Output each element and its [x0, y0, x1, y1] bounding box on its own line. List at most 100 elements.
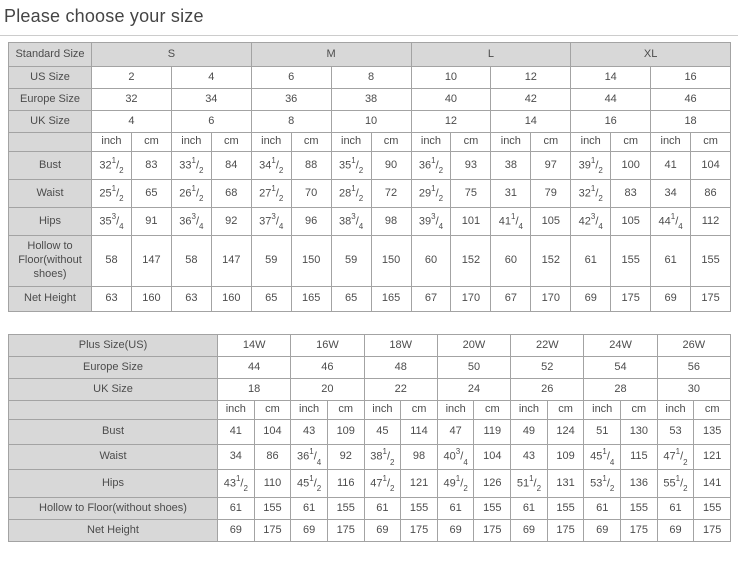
measure-cm-cell: 155 — [693, 497, 731, 520]
measure-inch-cell: 471/2 — [656, 444, 695, 470]
measure-cm-cell: 135 — [693, 419, 731, 445]
measure-cm-cell: 114 — [400, 419, 438, 445]
measure-inch-cell: 531/2 — [583, 469, 622, 498]
size-value-cell: 8 — [330, 66, 412, 89]
measure-inch-cell: 393/4 — [410, 207, 452, 236]
table-row: US Size 2 4 6 8 10 12 14 16 — [8, 66, 731, 89]
measure-cm-cell: 83 — [610, 179, 652, 208]
measure-inch-cell: 341/2 — [250, 151, 292, 180]
measure-inch-cell: 65 — [330, 286, 372, 312]
size-value-cell: 14W — [216, 334, 292, 357]
size-value-cell: 6 — [170, 110, 252, 133]
table-row: Bust 321/2 83 331/2 84 341/2 88 351/2 90 361/2 93 3… — [8, 151, 731, 180]
measure-cm-cell: 104 — [253, 419, 292, 445]
measure-cm-cell: 75 — [450, 179, 492, 208]
measure-cm-cell: 90 — [370, 151, 412, 180]
table-row: Net Height 69 175 69 175 69 175 69 175 69 175 69 175… — [8, 519, 731, 542]
measure-cm-cell: 155 — [326, 497, 365, 520]
unit-inch-cell: inch — [570, 132, 612, 152]
unit-inch-cell: inch — [363, 400, 402, 420]
measure-cm-cell: 98 — [400, 444, 438, 470]
measure-cm-cell: 92 — [210, 207, 252, 236]
size-value-cell: 22W — [510, 334, 585, 357]
size-value-cell: 4 — [170, 66, 252, 89]
measure-inch-cell: 43 — [290, 419, 328, 445]
table-row: Europe Size 32 34 36 38 40 42 44 46 — [8, 88, 731, 111]
table-row: Europe Size 44 46 48 50 52 54 56 — [8, 356, 732, 379]
size-value-cell: 24W — [583, 334, 658, 357]
table-row: Bust 41 104 43 109 45 114 47 119 49 124 51 130 53 135 — [8, 419, 731, 445]
measure-inch-cell: 411/4 — [490, 207, 532, 236]
row-label: Europe Size — [8, 88, 92, 111]
measure-cm-cell: 175 — [546, 519, 585, 542]
measure-cm-cell: 104 — [473, 444, 512, 470]
measure-inch-cell: 34 — [650, 179, 692, 208]
measure-cm-cell: 150 — [290, 235, 332, 287]
measure-cm-cell: 175 — [253, 519, 292, 542]
measure-cm-cell: 175 — [693, 519, 731, 542]
measure-inch-cell: 431/2 — [217, 469, 255, 498]
size-group-cell: L — [410, 42, 572, 67]
table-row: Hips 353/4 91 363/4 92 373/4 96 383/4 98 393/4 101… — [8, 207, 731, 236]
measure-cm-cell: 101 — [450, 207, 492, 236]
measure-cm-cell: 105 — [530, 207, 572, 236]
measure-cm-cell: 126 — [473, 469, 512, 498]
measure-inch-cell: 451/4 — [583, 444, 622, 470]
size-value-cell: 38 — [330, 88, 412, 111]
measure-cm-cell: 147 — [130, 235, 172, 287]
unit-cm-cell: cm — [620, 400, 658, 420]
measure-cm-cell: 112 — [690, 207, 731, 236]
measure-cm-cell: 116 — [326, 469, 365, 498]
unit-cm-cell: cm — [690, 132, 731, 152]
measure-inch-cell: 61 — [217, 497, 255, 520]
measure-inch-cell: 51 — [583, 419, 622, 445]
measure-inch-cell: 69 — [290, 519, 328, 542]
measure-cm-cell: 175 — [620, 519, 658, 542]
unit-inch-cell: inch — [510, 400, 548, 420]
table-row: Hollow to Floor(without shoes) 61 155 61 155… — [8, 497, 731, 520]
measure-inch-cell: 69 — [436, 519, 475, 542]
unit-cm-cell: cm — [610, 132, 652, 152]
measure-cm-cell: 152 — [450, 235, 492, 287]
measure-inch-cell: 291/2 — [410, 179, 452, 208]
measure-inch-cell: 281/2 — [330, 179, 372, 208]
size-value-cell: 8 — [250, 110, 332, 133]
measure-cm-cell: 100 — [610, 151, 652, 180]
unit-cm-cell: cm — [290, 132, 332, 152]
measure-inch-cell: 61 — [290, 497, 328, 520]
size-value-cell: 18W — [363, 334, 438, 357]
size-value-cell: 18 — [216, 378, 292, 401]
measure-inch-cell: 47 — [436, 419, 475, 445]
measure-cm-cell: 165 — [290, 286, 332, 312]
measure-cm-cell: 155 — [546, 497, 585, 520]
size-value-cell: 6 — [250, 66, 332, 89]
standard-size-table: Standard Size S M L XL US Size 2 4 6 8 10 12 14 16 Eur… — [8, 42, 731, 312]
table-row: Plus Size(US) 14W 16W 18W 20W 22W 24W 26W — [8, 334, 732, 357]
table-row: Standard Size S M L XL — [8, 42, 731, 67]
table-row: Net Height 63 160 63 160 65 165 65 165 67 170 67 170… — [8, 286, 731, 312]
measure-cm-cell: 105 — [610, 207, 652, 236]
size-value-cell: 18 — [650, 110, 731, 133]
measure-cm-cell: 70 — [290, 179, 332, 208]
unit-inch-cell: inch — [650, 132, 692, 152]
standard-size-table-body: Standard Size S M L XL US Size 2 4 6 8 10 12 14 16 Eur… — [8, 42, 731, 312]
measure-cm-cell: 141 — [693, 469, 731, 498]
measure-cm-cell: 155 — [620, 497, 658, 520]
measure-inch-cell: 61 — [650, 235, 692, 287]
unit-cm-cell: cm — [253, 400, 292, 420]
measure-inch-cell: 58 — [170, 235, 212, 287]
measure-inch-cell: 60 — [490, 235, 532, 287]
size-value-cell: 4 — [91, 110, 172, 133]
measure-inch-cell: 60 — [410, 235, 452, 287]
unit-cm-cell: cm — [400, 400, 438, 420]
measure-cm-cell: 93 — [450, 151, 492, 180]
row-label: Waist — [8, 444, 218, 470]
row-label: Plus Size(US) — [8, 334, 218, 357]
corner-label: Standard Size — [8, 42, 92, 67]
row-label: Net Height — [8, 519, 218, 542]
unit-cm-cell: cm — [530, 132, 572, 152]
size-value-cell: 14 — [570, 66, 652, 89]
measure-inch-cell: 67 — [490, 286, 532, 312]
unit-cm-cell: cm — [210, 132, 252, 152]
measure-cm-cell: 72 — [370, 179, 412, 208]
